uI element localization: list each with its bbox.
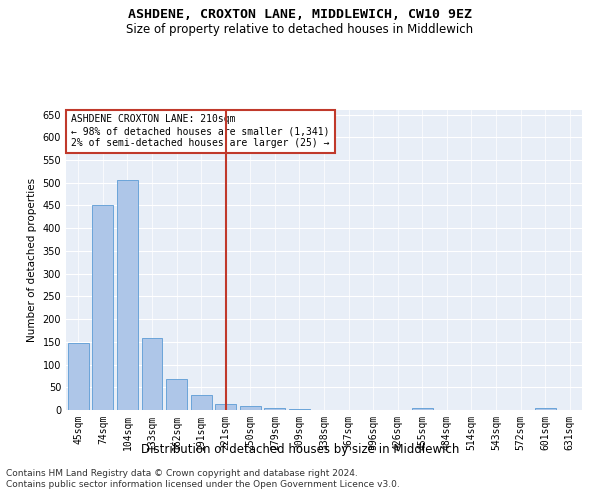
Text: Contains public sector information licensed under the Open Government Licence v3: Contains public sector information licen…: [6, 480, 400, 489]
Bar: [142, 338, 163, 410]
Bar: [117, 180, 138, 410]
Bar: [191, 395, 212, 410]
Text: ASHDENE, CROXTON LANE, MIDDLEWICH, CW10 9EZ: ASHDENE, CROXTON LANE, MIDDLEWICH, CW10 …: [128, 8, 472, 20]
Text: Size of property relative to detached houses in Middlewich: Size of property relative to detached ho…: [127, 22, 473, 36]
Bar: [535, 408, 556, 410]
Bar: [215, 404, 236, 410]
Bar: [166, 379, 187, 410]
Bar: [92, 206, 113, 410]
Text: Contains HM Land Registry data © Crown copyright and database right 2024.: Contains HM Land Registry data © Crown c…: [6, 468, 358, 477]
Text: Distribution of detached houses by size in Middlewich: Distribution of detached houses by size …: [141, 442, 459, 456]
Bar: [68, 342, 89, 410]
Bar: [265, 408, 286, 410]
Y-axis label: Number of detached properties: Number of detached properties: [27, 178, 37, 342]
Bar: [289, 409, 310, 410]
Bar: [412, 408, 433, 410]
Text: ASHDENE CROXTON LANE: 210sqm
← 98% of detached houses are smaller (1,341)
2% of : ASHDENE CROXTON LANE: 210sqm ← 98% of de…: [71, 114, 329, 148]
Bar: [240, 406, 261, 410]
